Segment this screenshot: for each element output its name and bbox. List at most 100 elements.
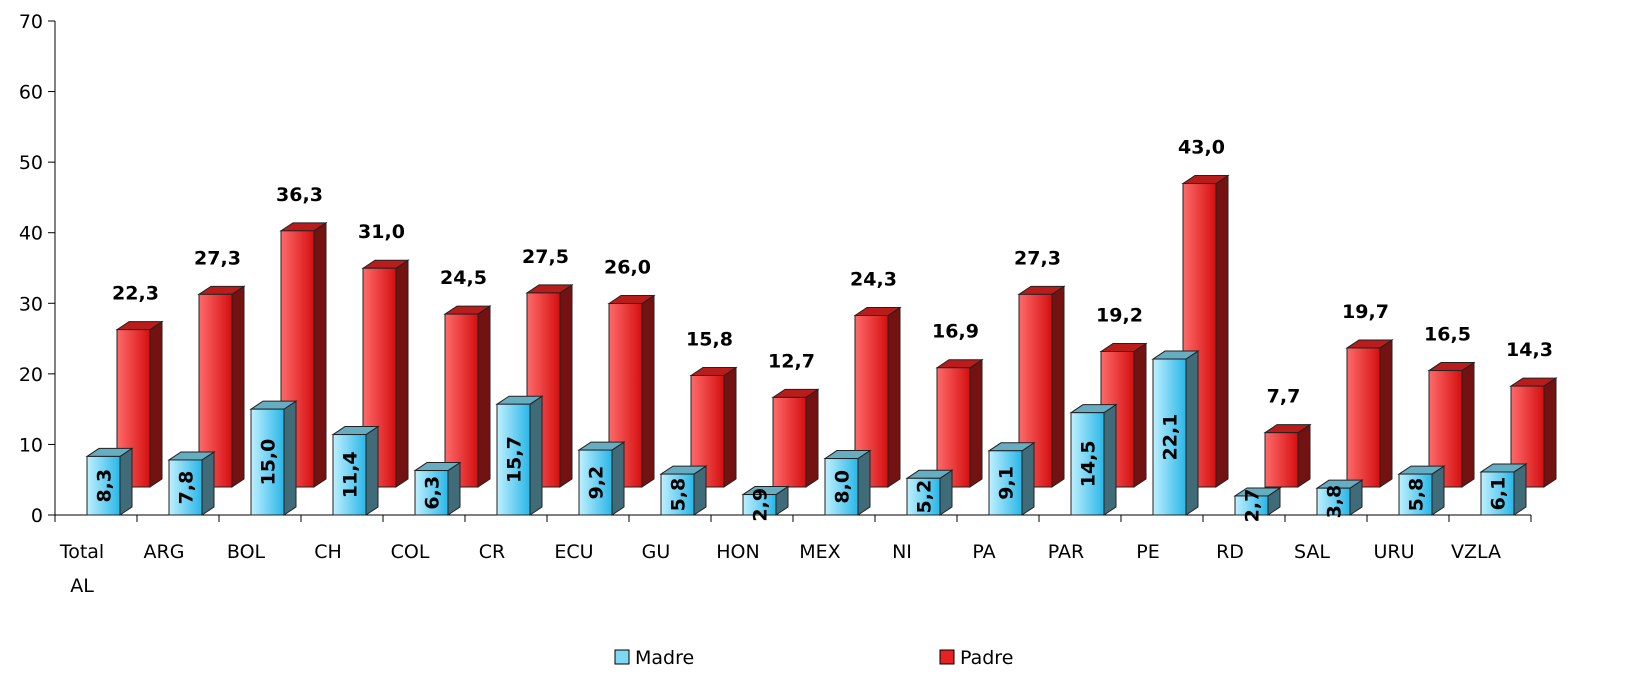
bar-side: [1021, 441, 1035, 516]
bar-side: [313, 221, 327, 488]
bar-side: [201, 451, 215, 516]
x-tick-label: SAL: [1294, 541, 1330, 563]
bar: [987, 441, 1036, 516]
bar-front: [578, 449, 613, 516]
x-tick-label: NI: [892, 541, 912, 563]
x-tick-label: URU: [1373, 541, 1415, 563]
bar: [741, 485, 790, 516]
bar: [935, 358, 984, 488]
value-label: 2,7: [1242, 489, 1264, 523]
bar: [115, 320, 164, 488]
x-tick-label: MEX: [799, 541, 841, 563]
bar-side: [641, 294, 655, 488]
bar-front: [250, 408, 285, 516]
bar-front: [1152, 358, 1187, 516]
bar: [1069, 403, 1118, 516]
bar: [249, 400, 298, 516]
bar-front: [1264, 432, 1299, 488]
value-label: 15,8: [686, 328, 733, 350]
bar: [1345, 339, 1394, 488]
x-tick-label: PA: [972, 541, 996, 563]
bar: [659, 465, 708, 516]
value-label: 5,2: [914, 480, 936, 514]
value-label: 22,3: [112, 283, 159, 305]
x-tick-label: CH: [314, 541, 342, 563]
value-label: 8,0: [832, 470, 854, 504]
bar-front: [1070, 412, 1105, 516]
bar: [1397, 465, 1446, 516]
bar-side: [559, 283, 573, 488]
bar-side: [1103, 403, 1117, 516]
value-label: 12,7: [768, 350, 815, 372]
bar-front: [1234, 495, 1269, 516]
bar-front: [772, 396, 807, 488]
value-label: 6,3: [422, 476, 444, 510]
bar-side: [1461, 361, 1475, 488]
bar: [853, 306, 902, 488]
value-label: 27,3: [1014, 247, 1061, 269]
bar-front: [988, 450, 1023, 516]
bar: [1263, 423, 1312, 488]
x-tick-label: PE: [1136, 541, 1160, 563]
value-label: 11,4: [340, 451, 362, 498]
x-tick-label: HON: [716, 541, 760, 563]
bar: [1315, 479, 1364, 516]
y-tick-label: 10: [19, 434, 43, 456]
bar-side: [1379, 339, 1393, 488]
bar-front: [906, 477, 941, 516]
bar: [1151, 350, 1200, 516]
bar-front: [444, 313, 479, 488]
bar-front: [86, 455, 121, 516]
x-tick-label: RD: [1216, 541, 1244, 563]
bar-front: [1018, 293, 1053, 488]
value-label: 27,5: [522, 246, 569, 268]
value-label: 8,3: [94, 469, 116, 503]
bar-front: [168, 459, 203, 516]
value-label: 5,8: [1406, 478, 1428, 512]
value-label: 15,0: [258, 439, 280, 486]
value-label: 31,0: [358, 221, 405, 243]
bar-side: [1543, 377, 1557, 488]
bar-front: [936, 367, 971, 488]
bar: [85, 447, 134, 516]
bar-side: [887, 306, 901, 488]
bar: [905, 469, 954, 516]
bar-front: [496, 403, 531, 516]
x-tick-label: COL: [390, 541, 430, 563]
bar: [413, 461, 462, 516]
value-label: 16,9: [932, 321, 979, 343]
bar-side: [805, 388, 819, 488]
value-label: 22,1: [1160, 414, 1182, 461]
bar: [331, 425, 380, 516]
value-label: 27,3: [194, 247, 241, 269]
bar-front: [116, 329, 151, 488]
bar-side: [1215, 174, 1229, 488]
value-label: 14,3: [1506, 339, 1553, 361]
bar-side: [723, 366, 737, 488]
y-tick-label: 40: [19, 223, 43, 245]
value-label: 36,3: [276, 184, 323, 206]
bar: [771, 388, 820, 488]
legend-swatch: [614, 649, 630, 665]
value-label: 6,1: [1488, 477, 1510, 511]
bar-side: [119, 447, 133, 516]
x-tick-label: BOL: [226, 541, 266, 563]
bar-front: [1346, 347, 1381, 488]
bar-side: [1133, 342, 1147, 488]
value-label: 7,7: [1267, 386, 1301, 408]
bar-side: [857, 449, 871, 516]
x-tick-label: ARG: [143, 541, 185, 563]
bar-front: [414, 470, 449, 516]
y-tick-label: 30: [19, 293, 43, 315]
y-tick-label: 20: [19, 364, 43, 386]
legend-swatch: [939, 649, 955, 665]
legend-label: Madre: [635, 647, 694, 669]
value-label: 3,8: [1324, 485, 1346, 519]
bar-side: [1297, 423, 1311, 488]
value-label: 43,0: [1178, 137, 1225, 159]
bar-side: [1513, 463, 1527, 516]
y-tick-label: 50: [19, 152, 43, 174]
bar-side: [529, 395, 543, 516]
